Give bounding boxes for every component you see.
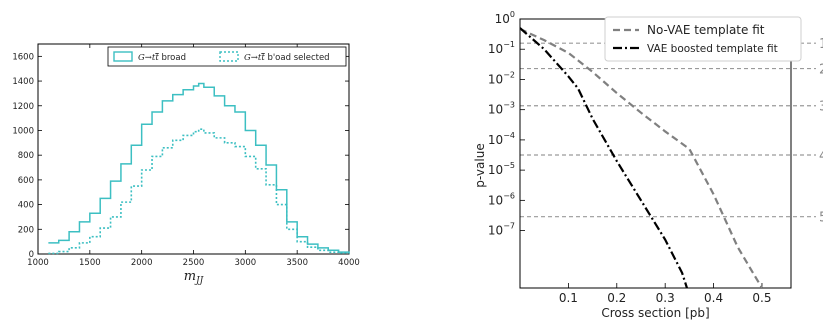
x-tick-label: 3500	[286, 258, 308, 268]
series-1-line	[520, 27, 763, 288]
x-tick-label: 1000	[27, 258, 49, 268]
y-tick-label: 200	[18, 225, 34, 235]
series-2-line	[520, 27, 689, 288]
y-tick-label: 10−4	[488, 131, 515, 147]
legend-entry-1: G→tt broad	[138, 53, 186, 63]
legend-entry-2: G→tt b'oad selected	[244, 53, 330, 63]
legend-box	[107, 46, 347, 67]
y-tick-label: 800	[18, 151, 34, 161]
y-tick-label: 10−2	[488, 70, 515, 86]
legend-swatch	[219, 51, 239, 62]
x-tick-label: 0.3	[656, 291, 675, 305]
legend-swatch	[113, 51, 133, 62]
x-axis-label: Cross section [pb]	[601, 306, 709, 320]
series-group	[520, 27, 763, 288]
x-tick-label: 3000	[235, 258, 257, 268]
y-tick-label: 10−5	[488, 161, 515, 177]
series-2-histogram	[48, 128, 350, 255]
legend-box	[604, 16, 802, 62]
sigma-label: 1σ	[819, 37, 823, 52]
sigma-label: 5σ	[819, 211, 823, 226]
y-tick-label: 100	[495, 10, 515, 26]
x-tick-label: 0.2	[607, 291, 626, 305]
x-tick-label: 0.5	[752, 291, 771, 305]
sigma-label: 2σ	[819, 63, 823, 78]
y-tick-label: 10−1	[488, 40, 515, 56]
x-tick-label: 0.4	[704, 291, 723, 305]
series-1-histogram	[48, 82, 350, 254]
y-axis-label: p-value	[473, 143, 487, 187]
legend-entry-1: No-VAE template fit	[647, 23, 765, 37]
sigma-label: 4σ	[819, 149, 823, 164]
y-tick-label: 400	[18, 201, 34, 211]
sigma-label: 3σ	[819, 100, 823, 115]
x-axis-label: mJJ	[184, 269, 205, 286]
y-tick-label: 1200	[12, 102, 34, 112]
x-tick-label: 2000	[131, 258, 153, 268]
y-tick-label: 10−3	[488, 101, 515, 117]
right-pvalue-chart: 1σ 2σ 3σ 4σ 5σ 100 10−1 10−2 10−3 10−4 10−5 10−6 10−…	[473, 10, 823, 320]
y-tick-label: 0	[29, 250, 34, 260]
y-tick-label: 1400	[12, 77, 34, 87]
y-tick-label: 1000	[12, 126, 34, 136]
y-tick-label: 600	[18, 176, 34, 186]
legend-entry-2: VAE boosted template fit	[647, 43, 778, 55]
y-tick-label: 10−6	[488, 191, 515, 207]
x-tick-label: 0.1	[559, 291, 578, 305]
y-tick-label: 10−7	[488, 222, 515, 238]
y-tick-label: 1600	[12, 52, 34, 62]
x-tick-label: 4000	[338, 258, 360, 268]
left-histogram-chart: 0 200 400 600 800 1000 1200 1400 1600 1000 1500 200…	[12, 43, 360, 286]
x-tick-label: 1500	[79, 258, 101, 268]
x-tick-label: 2500	[183, 258, 205, 268]
